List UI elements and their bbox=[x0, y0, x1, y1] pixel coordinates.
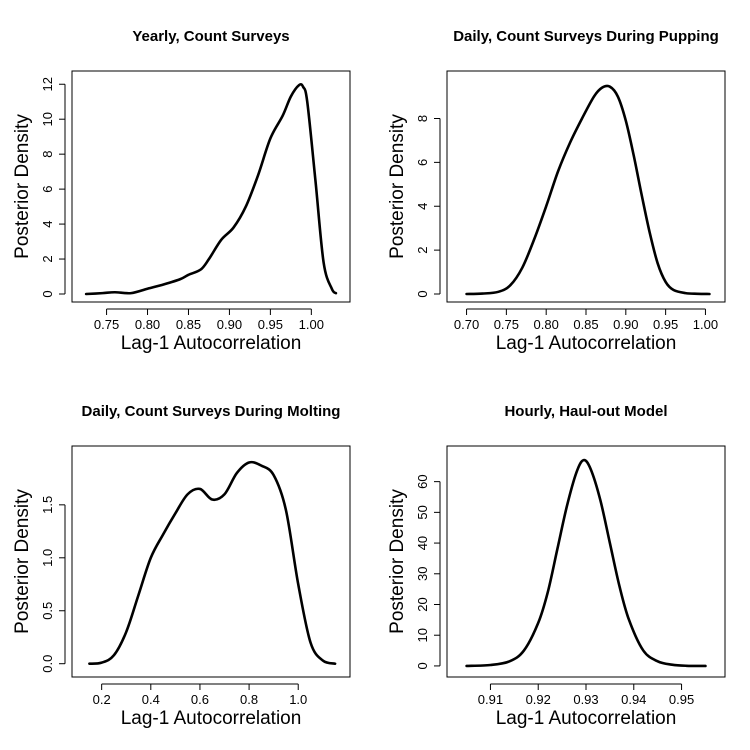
y-tick-label: 6 bbox=[40, 186, 55, 193]
x-tick-label: 0.80 bbox=[135, 317, 160, 332]
y-tick-label: 10 bbox=[415, 628, 430, 642]
y-axis: 0.0 0.5 1.0 1.5 bbox=[40, 496, 66, 673]
y-tick-label: 30 bbox=[415, 567, 430, 581]
x-tick-label: 0.8 bbox=[240, 692, 258, 707]
x-tick-label: 0.2 bbox=[93, 692, 111, 707]
x-axis-label: Lag-1 Autocorrelation bbox=[121, 708, 302, 729]
x-tick-label: 0.95 bbox=[653, 317, 678, 332]
x-tick-label: 0.4 bbox=[142, 692, 160, 707]
x-axis-label: Lag-1 Autocorrelation bbox=[496, 333, 677, 354]
y-axis-label: Posterior Density bbox=[12, 489, 33, 634]
y-tick-label: 4 bbox=[415, 203, 430, 210]
y-tick-label: 8 bbox=[415, 115, 430, 122]
chart-title: Daily, Count Surveys During Molting bbox=[82, 403, 341, 420]
x-axis-label: Lag-1 Autocorrelation bbox=[496, 708, 677, 729]
x-tick-label: 0.90 bbox=[613, 317, 638, 332]
x-axis-label: Lag-1 Autocorrelation bbox=[121, 333, 302, 354]
x-tick-label: 0.70 bbox=[454, 317, 479, 332]
y-tick-label: 2 bbox=[40, 255, 55, 262]
y-tick-label: 0.5 bbox=[40, 602, 55, 620]
x-tick-label: 0.92 bbox=[526, 692, 551, 707]
x-tick-label: 1.00 bbox=[299, 317, 324, 332]
y-tick-label: 20 bbox=[415, 597, 430, 611]
x-tick-label: 0.90 bbox=[217, 317, 242, 332]
x-tick-label: 1.0 bbox=[289, 692, 307, 707]
x-axis: 0.91 0.92 0.93 0.94 0.95 bbox=[478, 683, 694, 707]
x-tick-label: 0.75 bbox=[494, 317, 519, 332]
x-axis: 0.75 0.80 0.85 0.90 0.95 1.00 bbox=[94, 308, 324, 332]
y-tick-label: 40 bbox=[415, 536, 430, 550]
x-tick-label: 0.95 bbox=[669, 692, 694, 707]
y-axis: 0 2 4 6 8 bbox=[415, 115, 441, 298]
density-curve bbox=[465, 84, 711, 296]
chart-title: Daily, Count Surveys During Pupping bbox=[453, 28, 719, 45]
y-tick-label: 0.0 bbox=[40, 655, 55, 673]
density-curve bbox=[88, 460, 337, 665]
density-curve bbox=[84, 82, 338, 296]
plot-frame bbox=[446, 445, 726, 678]
chart-panel-1: Yearly, Count Surveys 0.75 0.80 0.85 0.90 0.9… bbox=[12, 28, 351, 354]
x-axis: 0.2 0.4 0.6 0.8 1.0 bbox=[93, 683, 307, 707]
y-tick-label: 6 bbox=[415, 159, 430, 166]
y-tick-label: 50 bbox=[415, 505, 430, 519]
x-tick-label: 0.93 bbox=[573, 692, 598, 707]
y-axis-label: Posterior Density bbox=[387, 489, 408, 634]
plot-frame bbox=[71, 445, 351, 678]
x-axis: 0.70 0.75 0.80 0.85 0.90 0.95 1.00 bbox=[454, 308, 718, 332]
x-tick-label: 1.00 bbox=[693, 317, 718, 332]
chart-title: Yearly, Count Surveys bbox=[132, 28, 289, 45]
y-tick-label: 0 bbox=[415, 290, 430, 297]
y-tick-label: 2 bbox=[415, 247, 430, 254]
y-tick-label: 8 bbox=[40, 151, 55, 158]
y-tick-label: 10 bbox=[40, 112, 55, 126]
y-tick-label: 0 bbox=[40, 290, 55, 297]
y-tick-label: 1.0 bbox=[40, 549, 55, 567]
y-tick-label: 0 bbox=[415, 662, 430, 669]
x-tick-label: 0.80 bbox=[534, 317, 559, 332]
y-tick-label: 12 bbox=[40, 77, 55, 91]
plot-frame bbox=[71, 70, 351, 303]
y-axis-label: Posterior Density bbox=[12, 114, 33, 259]
y-tick-label: 1.5 bbox=[40, 496, 55, 514]
y-tick-label: 60 bbox=[415, 474, 430, 488]
y-axis: 0 10 20 30 40 50 60 bbox=[415, 474, 441, 670]
x-tick-label: 0.85 bbox=[176, 317, 201, 332]
x-tick-label: 0.6 bbox=[191, 692, 209, 707]
chart-title: Hourly, Haul-out Model bbox=[504, 403, 667, 420]
y-axis: 0 2 4 6 8 10 12 bbox=[40, 77, 66, 298]
x-tick-label: 0.94 bbox=[621, 692, 646, 707]
plot-frame bbox=[446, 70, 726, 303]
x-tick-label: 0.85 bbox=[573, 317, 598, 332]
density-curve bbox=[465, 458, 707, 668]
x-tick-label: 0.95 bbox=[258, 317, 283, 332]
y-axis-label: Posterior Density bbox=[387, 114, 408, 259]
y-tick-label: 4 bbox=[40, 220, 55, 227]
x-tick-label: 0.75 bbox=[94, 317, 119, 332]
x-tick-label: 0.91 bbox=[478, 692, 503, 707]
